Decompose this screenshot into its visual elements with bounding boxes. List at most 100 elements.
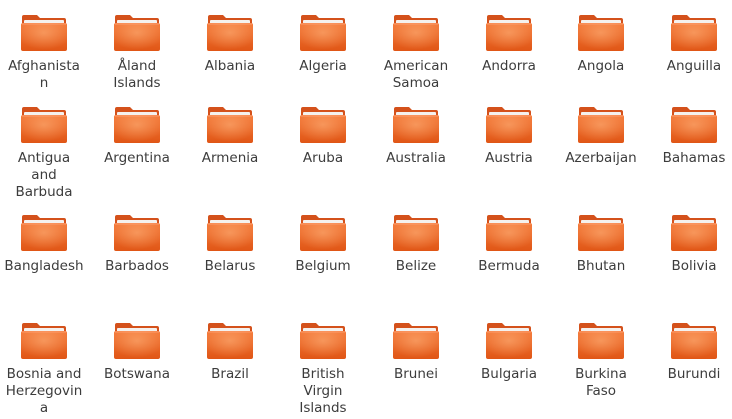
- folder-label-line: Burkina: [575, 366, 627, 382]
- folder-label-line: British: [301, 366, 345, 382]
- folder-icon: [20, 212, 68, 252]
- folder-item[interactable]: Brunei: [372, 320, 460, 383]
- folder-item[interactable]: Burundi: [650, 320, 732, 383]
- folder-item[interactable]: Austria: [465, 104, 553, 167]
- folder-item[interactable]: Anguilla: [650, 12, 732, 75]
- folder-label: Armenia: [186, 150, 274, 167]
- folder-item[interactable]: Barbados: [93, 212, 181, 275]
- folder-label: Bermuda: [465, 258, 553, 275]
- folder-label-line: Barbuda: [15, 184, 73, 200]
- folder-item[interactable]: Azerbaijan: [557, 104, 645, 167]
- folder-icon: [299, 320, 347, 360]
- folder-icon: [20, 104, 68, 144]
- folder-item[interactable]: Armenia: [186, 104, 274, 167]
- folder-label: Algeria: [279, 58, 367, 75]
- folder-icon: [113, 320, 161, 360]
- folder-label: Angola: [557, 58, 645, 75]
- folder-icon: [206, 212, 254, 252]
- folder-label-line: Faso: [585, 383, 617, 399]
- folder-item[interactable]: Belize: [372, 212, 460, 275]
- folder-item[interactable]: Belarus: [186, 212, 274, 275]
- folder-item[interactable]: Burkina Faso: [557, 320, 645, 400]
- folder-label-line: Aruba: [302, 150, 344, 166]
- folder-icon: [485, 320, 533, 360]
- folder-label-line: Albania: [204, 58, 256, 74]
- folder-icon: [392, 320, 440, 360]
- folder-label: Bosnia and Herzegovin a: [0, 366, 88, 417]
- folder-label: Botswana: [93, 366, 181, 383]
- folder-label: Åland Islands: [93, 58, 181, 92]
- folder-item[interactable]: American Samoa: [372, 12, 460, 92]
- folder-icon: [485, 212, 533, 252]
- folder-label-line: and: [31, 167, 57, 183]
- folder-item[interactable]: Andorra: [465, 12, 553, 75]
- folder-label-line: Azerbaijan: [565, 150, 637, 166]
- folder-label-line: Algeria: [299, 58, 347, 74]
- folder-icon: [299, 212, 347, 252]
- folder-label-line: Botswana: [104, 366, 170, 382]
- folder-label: Bangladesh: [0, 258, 88, 275]
- folder-label: Albania: [186, 58, 274, 75]
- folder-label-line: Belize: [395, 258, 437, 274]
- folder-label: Burkina Faso: [557, 366, 645, 400]
- folder-item[interactable]: Brazil: [186, 320, 274, 383]
- folder-item[interactable]: Angola: [557, 12, 645, 75]
- folder-label: Azerbaijan: [557, 150, 645, 167]
- folder-item[interactable]: Aruba: [279, 104, 367, 167]
- folder-label: Bolivia: [650, 258, 732, 275]
- folder-item[interactable]: Bangladesh: [0, 212, 88, 275]
- folder-item[interactable]: Argentina: [93, 104, 181, 167]
- folder-label: Bhutan: [557, 258, 645, 275]
- folder-label-line: Samoa: [392, 75, 440, 91]
- folder-icon: [670, 320, 718, 360]
- folder-label-line: Herzegovin: [5, 383, 83, 399]
- folder-item[interactable]: Bhutan: [557, 212, 645, 275]
- folder-icon: [392, 212, 440, 252]
- folder-icon: [577, 320, 625, 360]
- folder-label-line: Armenia: [201, 150, 259, 166]
- folder-item[interactable]: Åland Islands: [93, 12, 181, 92]
- folder-item[interactable]: Bulgaria: [465, 320, 553, 383]
- folder-item[interactable]: Bahamas: [650, 104, 732, 167]
- folder-label-line: Brazil: [211, 366, 249, 382]
- folder-label-line: Brunei: [394, 366, 438, 382]
- folder-item[interactable]: British Virgin Islands: [279, 320, 367, 417]
- folder-item[interactable]: Algeria: [279, 12, 367, 75]
- folder-label: Antigua and Barbuda: [0, 150, 88, 201]
- folder-item[interactable]: Botswana: [93, 320, 181, 383]
- folder-label-line: Anguilla: [666, 58, 722, 74]
- folder-item[interactable]: Bolivia: [650, 212, 732, 275]
- folder-item[interactable]: Afghanista n: [0, 12, 88, 92]
- folder-icon: [577, 12, 625, 52]
- folder-item[interactable]: Bermuda: [465, 212, 553, 275]
- folder-label: Burundi: [650, 366, 732, 383]
- folder-icon: [670, 104, 718, 144]
- folder-label-line: Burundi: [667, 366, 721, 382]
- folder-label: Aruba: [279, 150, 367, 167]
- folder-icon: [299, 104, 347, 144]
- folder-icon: [20, 320, 68, 360]
- folder-item[interactable]: Australia: [372, 104, 460, 167]
- folder-label-line: n: [39, 75, 49, 91]
- folder-label: Andorra: [465, 58, 553, 75]
- folder-label-line: Belarus: [204, 258, 256, 274]
- folder-label-line: Bhutan: [576, 258, 626, 274]
- folder-icon: [206, 320, 254, 360]
- folder-label: Brunei: [372, 366, 460, 383]
- folder-label: Argentina: [93, 150, 181, 167]
- folder-item[interactable]: Albania: [186, 12, 274, 75]
- folder-icon: [485, 12, 533, 52]
- folder-label: Barbados: [93, 258, 181, 275]
- folder-label: Belarus: [186, 258, 274, 275]
- folder-icon: [206, 12, 254, 52]
- folder-label: American Samoa: [372, 58, 460, 92]
- folder-item[interactable]: Bosnia and Herzegovin a: [0, 320, 88, 417]
- folder-label-line: Antigua: [17, 150, 71, 166]
- folder-item[interactable]: Belgium: [279, 212, 367, 275]
- folder-label: Bulgaria: [465, 366, 553, 383]
- folder-label-line: Bosnia and: [6, 366, 82, 382]
- folder-label: Brazil: [186, 366, 274, 383]
- folder-icon: [392, 104, 440, 144]
- folder-item[interactable]: Antigua and Barbuda: [0, 104, 88, 201]
